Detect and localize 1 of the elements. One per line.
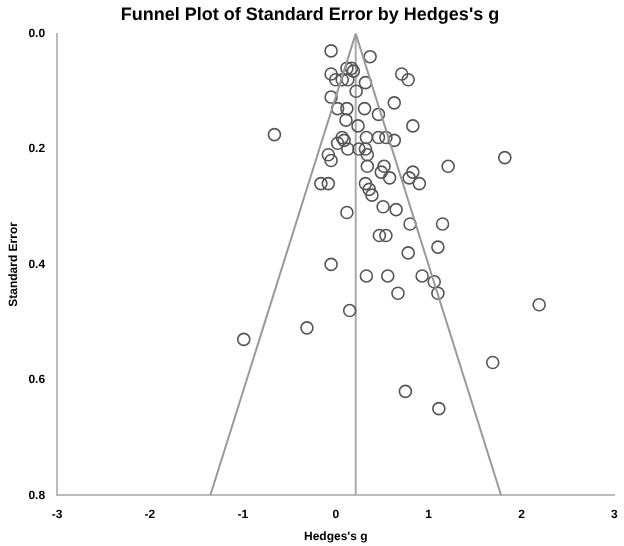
chart-title: Funnel Plot of Standard Error by Hedges's g <box>120 3 500 24</box>
